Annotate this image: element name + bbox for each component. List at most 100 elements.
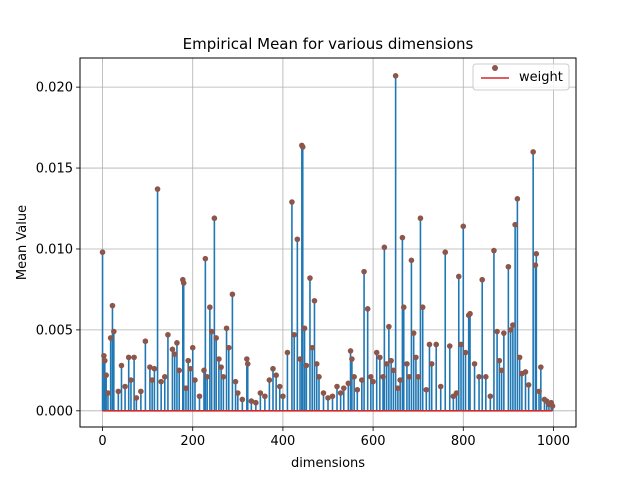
stem-marker bbox=[125, 354, 132, 361]
stem-marker bbox=[404, 361, 410, 367]
stem-marker bbox=[361, 268, 367, 275]
stem-marker bbox=[433, 341, 440, 348]
stem-marker bbox=[208, 328, 215, 335]
stem-marker bbox=[276, 383, 283, 390]
stem-marker bbox=[266, 377, 273, 383]
stem-marker bbox=[192, 377, 198, 383]
stem-marker bbox=[442, 249, 449, 256]
stem-marker bbox=[174, 340, 180, 346]
stem-marker bbox=[133, 395, 140, 401]
stem-marker bbox=[380, 374, 386, 380]
stem-marker bbox=[349, 356, 355, 362]
stem-marker bbox=[301, 325, 308, 332]
stem-marker bbox=[530, 149, 536, 155]
stem-marker bbox=[419, 304, 426, 311]
stem-marker bbox=[232, 378, 239, 385]
stem-marker bbox=[453, 390, 460, 396]
stem-marker bbox=[354, 386, 361, 393]
stem-marker bbox=[244, 356, 250, 362]
stem-marker bbox=[196, 393, 203, 400]
stem-marker bbox=[406, 374, 412, 380]
x-axis-ticks: 0 200 400 600 800 1000 bbox=[98, 427, 570, 449]
x-axis-title: dimensions bbox=[291, 456, 365, 471]
x-tick-label: 0 bbox=[98, 434, 106, 449]
legend: weight bbox=[472, 63, 570, 91]
stem-marker bbox=[213, 335, 219, 341]
stems bbox=[101, 75, 554, 411]
stem-marker bbox=[239, 396, 246, 403]
stem-marker bbox=[107, 335, 114, 341]
stem-marker bbox=[244, 361, 251, 367]
stem-marker bbox=[165, 331, 171, 338]
stem-marker bbox=[147, 364, 153, 370]
stem-marker bbox=[373, 349, 380, 356]
stem-marker bbox=[516, 354, 523, 361]
stem-marker bbox=[364, 306, 371, 312]
stem-marker bbox=[377, 354, 383, 361]
stem-marker bbox=[294, 236, 301, 243]
stem-marker bbox=[536, 388, 542, 395]
stem-marker bbox=[154, 186, 161, 192]
stem-marker bbox=[410, 330, 417, 336]
stem-marker bbox=[161, 374, 168, 380]
x-tick-label: 200 bbox=[180, 434, 205, 449]
stem-marker bbox=[386, 323, 392, 330]
stem-marker bbox=[291, 331, 297, 338]
stem-marker bbox=[462, 349, 469, 356]
stem-marker bbox=[101, 352, 107, 359]
stem-marker bbox=[189, 344, 196, 351]
stem-marker bbox=[514, 196, 521, 202]
stem-marker bbox=[487, 393, 494, 400]
stem-marker bbox=[340, 385, 347, 391]
x-tick-label: 400 bbox=[270, 434, 295, 449]
stem-marker bbox=[471, 361, 478, 367]
legend-marker-swatch bbox=[492, 65, 498, 71]
stem-marker bbox=[109, 302, 116, 309]
stem-marker bbox=[248, 398, 255, 404]
stem-marker bbox=[498, 367, 505, 374]
stem-marker bbox=[397, 377, 403, 383]
stem-marker bbox=[183, 385, 189, 391]
stem-marker bbox=[273, 372, 279, 379]
stem-marker bbox=[476, 374, 482, 380]
stem-marker bbox=[187, 365, 194, 372]
stem-marker bbox=[284, 349, 291, 356]
stem-marker bbox=[257, 390, 264, 396]
stem-marker bbox=[220, 374, 227, 380]
stem-marker bbox=[479, 276, 486, 283]
chart-title: Empirical Mean for various dimensions bbox=[183, 35, 474, 53]
stem-marker bbox=[383, 361, 390, 367]
stem-marker bbox=[522, 369, 529, 375]
stem-marker bbox=[458, 341, 464, 348]
stem-marker bbox=[102, 357, 108, 364]
stem-marker bbox=[207, 304, 213, 311]
stem-marker bbox=[176, 367, 182, 374]
stem-marker bbox=[538, 364, 544, 370]
stem-marker bbox=[99, 249, 106, 256]
stem-marker bbox=[142, 338, 149, 345]
stem-marker bbox=[415, 374, 421, 380]
stem-marker bbox=[408, 257, 415, 264]
plot-frame bbox=[79, 57, 577, 428]
stem-marker bbox=[262, 393, 268, 400]
stem-marker bbox=[512, 221, 518, 228]
stem-marker bbox=[390, 367, 397, 374]
stem-marker bbox=[496, 357, 503, 364]
stem-marker bbox=[337, 390, 344, 396]
markers bbox=[99, 73, 556, 409]
stem-marker bbox=[501, 330, 507, 336]
stem-marker bbox=[138, 388, 144, 395]
stem-marker bbox=[303, 362, 310, 369]
stem-marker bbox=[483, 374, 489, 380]
stem-marker bbox=[280, 393, 286, 400]
stem-marker bbox=[118, 362, 125, 369]
stem-marker bbox=[505, 263, 512, 270]
stem-marker bbox=[400, 304, 407, 311]
stem-marker bbox=[329, 393, 336, 400]
stem-marker bbox=[368, 374, 374, 380]
stem-marker bbox=[388, 357, 394, 364]
stem-marker bbox=[311, 297, 318, 304]
stem-marker bbox=[532, 262, 539, 268]
y-tick-label: 0.015 bbox=[36, 162, 73, 177]
stem-marker bbox=[392, 73, 399, 79]
